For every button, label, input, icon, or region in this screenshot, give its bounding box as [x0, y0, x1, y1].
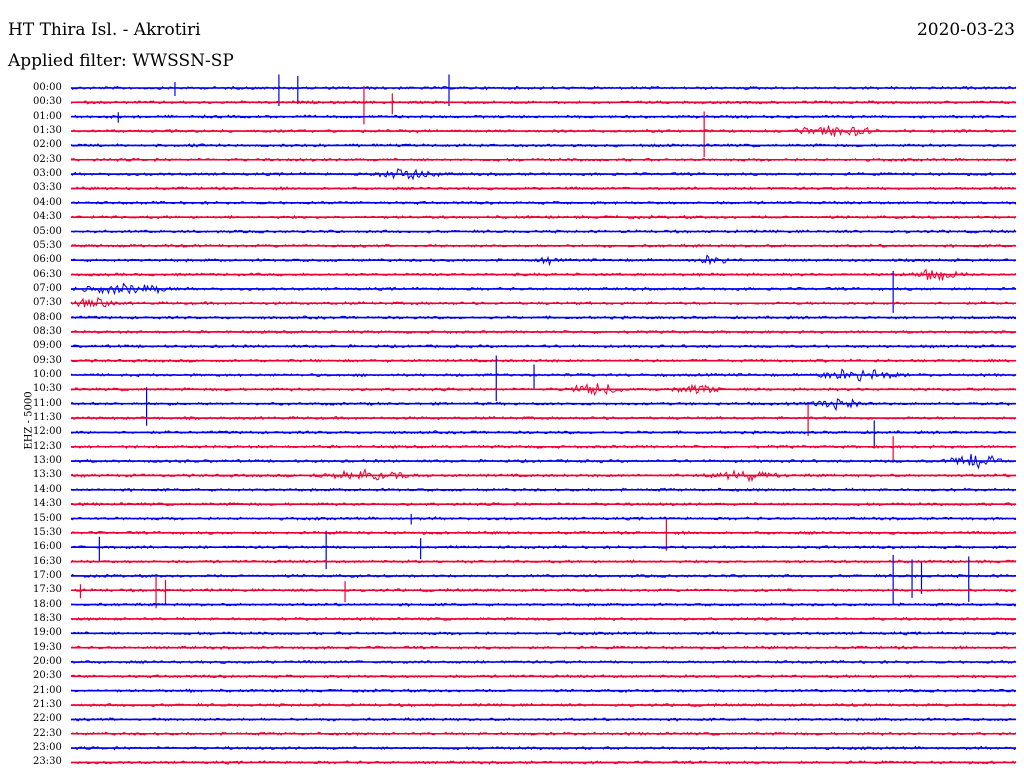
time-tick-label: 21:30: [33, 699, 62, 711]
time-tick-label: 07:00: [33, 282, 62, 294]
time-tick-label: 22:00: [33, 713, 62, 725]
time-tick-label: 03:00: [33, 168, 62, 180]
filter-label: Applied filter: WWSSN-SP: [8, 51, 234, 71]
time-tick-label: 06:00: [33, 254, 62, 266]
time-tick-label: 18:00: [33, 598, 62, 610]
time-tick-label: 08:00: [33, 311, 62, 323]
time-tick-label: 05:00: [33, 225, 62, 237]
time-tick-label: 03:30: [33, 182, 62, 194]
time-tick-label: 15:00: [33, 512, 62, 524]
time-tick-label: 04:30: [33, 211, 62, 223]
time-tick-label: 20:00: [33, 656, 62, 667]
time-tick-label: 16:00: [33, 541, 62, 553]
time-tick-label: 13:00: [33, 455, 62, 467]
time-tick-label: 01:00: [33, 110, 62, 122]
time-tick-label: 00:30: [33, 96, 62, 108]
time-tick-label: 15:30: [33, 526, 62, 538]
time-tick-label: 21:00: [33, 684, 62, 696]
time-tick-label: 04:00: [33, 196, 62, 208]
time-tick-label: 18:30: [33, 612, 62, 624]
time-tick-label: 08:30: [33, 325, 62, 337]
time-tick-label: 19:00: [33, 627, 62, 639]
time-tick-label: 17:00: [33, 569, 62, 581]
time-tick-label: 02:30: [33, 153, 62, 165]
time-tick-label: 10:00: [33, 369, 62, 380]
time-tick-label: 20:30: [33, 670, 62, 682]
time-tick-label: 19:30: [33, 641, 62, 653]
time-tick-label: 12:00: [33, 426, 62, 438]
time-tick-label: 09:00: [33, 340, 62, 352]
time-tick-label: 11:00: [33, 397, 62, 409]
time-tick-label: 01:30: [33, 125, 62, 137]
trace-line: [70, 645, 1016, 650]
record-date: 2020-03-23: [916, 20, 1015, 40]
station-title: HT Thira Isl. - Akrotiri: [8, 20, 201, 40]
time-tick-label: 02:00: [33, 139, 62, 151]
time-tick-label: 17:30: [33, 584, 62, 596]
time-tick-label: 22:30: [33, 727, 62, 739]
time-tick-label: 16:30: [33, 555, 62, 567]
time-tick-label: 23:00: [33, 742, 62, 754]
time-tick-label: 07:30: [33, 297, 62, 309]
time-tick-label: 05:30: [33, 239, 62, 251]
time-tick-label: 14:30: [33, 498, 62, 510]
time-tick-label: 11:30: [33, 412, 62, 424]
time-tick-label: 14:00: [33, 483, 62, 495]
time-tick-label: 09:30: [33, 354, 62, 366]
time-axis: 00:00 00:30 01:00 01:30 02:00 02:30 03:00 03:30…: [0, 0, 64, 780]
time-tick-label: 12:30: [33, 440, 62, 452]
time-tick-label: 23:30: [33, 756, 62, 768]
time-tick-label: 00:00: [33, 82, 62, 93]
time-tick-label: 10:30: [33, 383, 62, 395]
trace-line: [70, 296, 1017, 308]
time-tick-label: 13:30: [33, 469, 62, 481]
time-tick-label: 06:30: [33, 268, 62, 280]
